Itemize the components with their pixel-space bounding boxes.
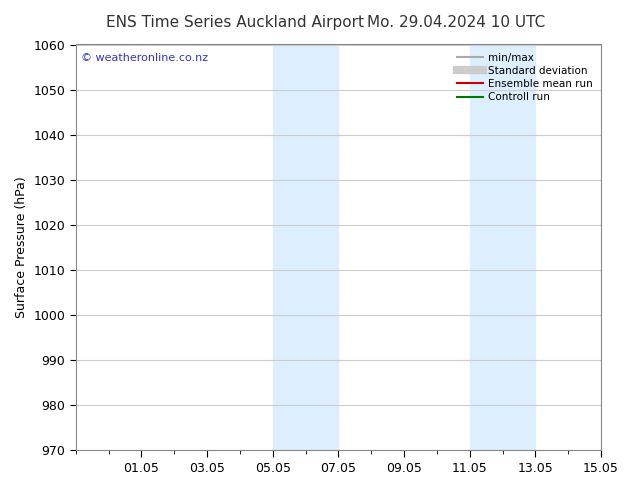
Text: ENS Time Series Auckland Airport: ENS Time Series Auckland Airport <box>106 15 363 30</box>
Y-axis label: Surface Pressure (hPa): Surface Pressure (hPa) <box>15 176 28 318</box>
Text: © weatheronline.co.nz: © weatheronline.co.nz <box>81 52 208 63</box>
Text: Mo. 29.04.2024 10 UTC: Mo. 29.04.2024 10 UTC <box>367 15 546 30</box>
Legend: min/max, Standard deviation, Ensemble mean run, Controll run: min/max, Standard deviation, Ensemble me… <box>453 49 596 105</box>
Bar <box>273 45 339 450</box>
Bar <box>470 45 535 450</box>
